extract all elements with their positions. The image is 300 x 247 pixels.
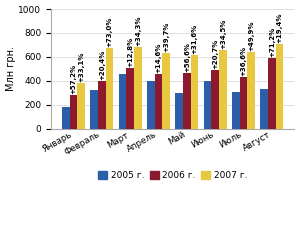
Bar (134, 47, 142, 129)
Text: +34,5%: +34,5% (220, 19, 226, 49)
Bar (183, 73, 191, 129)
Text: +39,7%: +39,7% (163, 22, 169, 52)
Bar (155, 74, 162, 129)
Bar (77, 82, 85, 129)
Bar (70, 95, 77, 129)
Bar (62, 106, 70, 129)
Text: +36,6%: +36,6% (241, 46, 247, 76)
Text: +19,4%: +19,4% (277, 13, 283, 43)
Text: +56,6%: +56,6% (184, 42, 190, 72)
Text: +20,4%: +20,4% (99, 50, 105, 81)
Bar (106, 48, 113, 129)
Text: +34,3%: +34,3% (135, 15, 141, 46)
Text: +14,6%: +14,6% (156, 43, 162, 73)
Bar (119, 74, 126, 129)
Text: +33,1%: +33,1% (78, 51, 84, 82)
Bar (204, 81, 212, 129)
Bar (176, 93, 183, 129)
Bar (162, 53, 170, 129)
Bar (260, 89, 268, 129)
Bar (268, 58, 276, 129)
Text: +31,6%: +31,6% (192, 24, 198, 54)
Text: +12,8%: +12,8% (127, 37, 133, 67)
Bar (126, 68, 134, 129)
Bar (98, 82, 106, 129)
Text: +73,0%: +73,0% (106, 17, 112, 47)
Bar (212, 70, 219, 129)
Bar (191, 55, 198, 129)
Bar (240, 77, 248, 129)
Bar (219, 50, 227, 129)
Y-axis label: Млн грн.: Млн грн. (6, 46, 16, 91)
Bar (248, 52, 255, 129)
Bar (232, 92, 240, 129)
Bar (276, 44, 283, 129)
Bar (147, 81, 155, 129)
Text: +71,2%: +71,2% (269, 27, 275, 57)
Text: +49,9%: +49,9% (248, 20, 254, 51)
Bar (90, 90, 98, 129)
Legend: 2005 г., 2006 г., 2007 г.: 2005 г., 2006 г., 2007 г. (94, 168, 251, 184)
Text: +57,2%: +57,2% (70, 63, 76, 94)
Text: +20,7%: +20,7% (212, 39, 218, 69)
